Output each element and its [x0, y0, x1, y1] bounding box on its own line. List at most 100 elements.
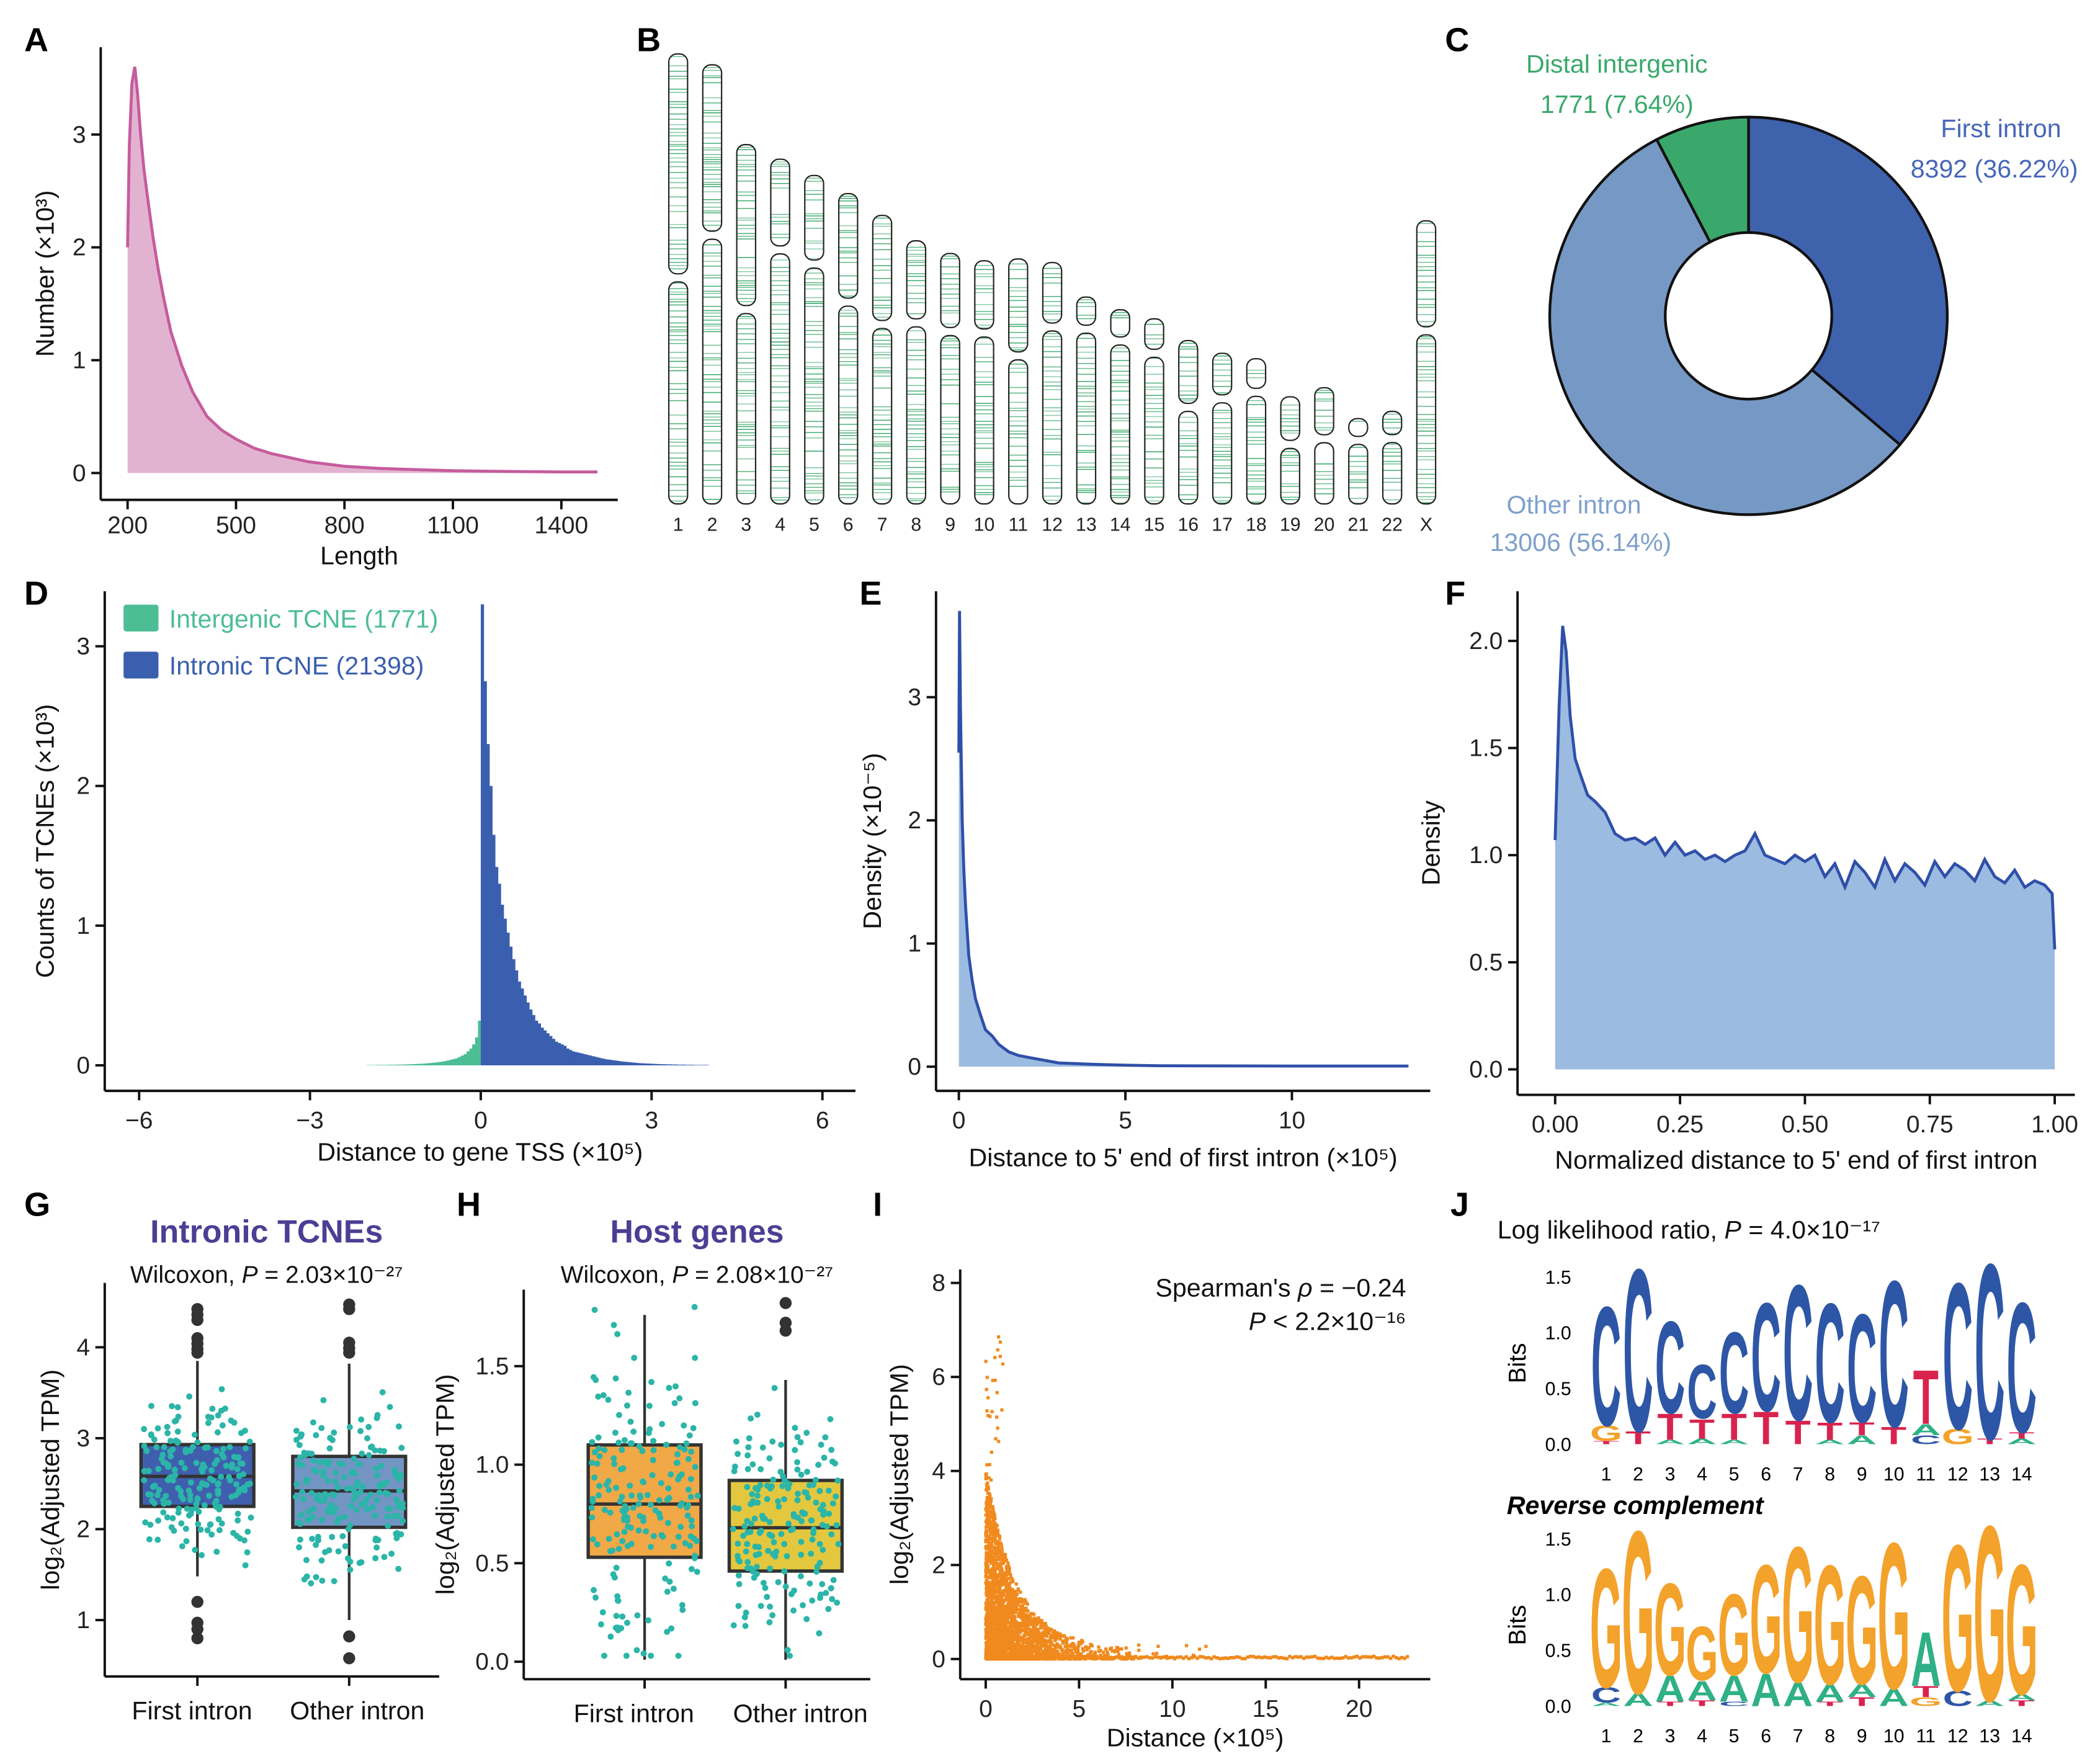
scatter-point — [1059, 1645, 1063, 1649]
scatter-point — [1117, 1656, 1121, 1660]
jitter-point — [812, 1477, 819, 1484]
scatter-point — [1034, 1633, 1038, 1637]
jitter-point — [386, 1404, 393, 1410]
jitter-point — [172, 1472, 179, 1479]
scatter-point — [1035, 1619, 1039, 1623]
scatter-point — [1064, 1649, 1068, 1652]
histogram-bar — [486, 744, 490, 1065]
p-arm — [1008, 258, 1029, 353]
scatter-point — [1212, 1655, 1216, 1659]
jitter-point — [675, 1533, 682, 1540]
histogram-bar — [663, 1064, 666, 1065]
scatter-point — [1115, 1645, 1119, 1649]
jitter-point — [164, 1430, 171, 1436]
jitter-point — [351, 1455, 357, 1462]
jitter-point — [195, 1508, 202, 1515]
scatter-point — [1043, 1639, 1047, 1642]
jitter-point — [357, 1489, 364, 1495]
jitter-point — [334, 1484, 341, 1491]
scatter-point — [1026, 1609, 1030, 1613]
scatter-point — [1327, 1656, 1331, 1660]
scatter-point — [1006, 1644, 1010, 1647]
scatter-point — [1035, 1651, 1039, 1655]
scatter-point — [1006, 1631, 1010, 1634]
scatter-point — [1077, 1641, 1081, 1644]
scatter-point — [1020, 1600, 1024, 1604]
y-tick-label: 3 — [908, 684, 921, 711]
scatter-point — [1190, 1655, 1194, 1660]
scatter-point — [1117, 1652, 1121, 1657]
x-category-label: Other intron — [733, 1699, 868, 1728]
jitter-point — [829, 1500, 836, 1507]
scatter-point — [996, 1648, 1000, 1652]
scatter-point — [985, 1559, 989, 1563]
scatter-point — [1377, 1656, 1382, 1660]
scatter-point — [1033, 1625, 1037, 1629]
scatter-point — [1040, 1619, 1043, 1623]
chromosome-11: 11 — [1008, 258, 1029, 535]
scatter-point — [1091, 1657, 1096, 1661]
tcne-bands — [872, 215, 892, 504]
jitter-point — [610, 1571, 617, 1578]
jitter-point — [373, 1497, 380, 1503]
chromosome-label: 22 — [1382, 514, 1403, 535]
scatter-point — [1004, 1605, 1008, 1609]
scatter-point — [989, 1450, 993, 1454]
scatter-point — [1025, 1644, 1029, 1648]
jitter-point — [226, 1444, 233, 1451]
outlier-point — [343, 1346, 355, 1359]
scatter-point — [1082, 1649, 1086, 1653]
jitter-point — [248, 1514, 254, 1521]
jitter-point — [826, 1510, 833, 1517]
jitter-point — [662, 1575, 669, 1582]
jitter-point — [772, 1553, 779, 1560]
scatter-point — [988, 1526, 992, 1529]
scatter-point — [1007, 1614, 1011, 1618]
legend-swatch — [123, 604, 159, 632]
scatter-point — [1039, 1645, 1043, 1649]
scatter-point — [1003, 1607, 1006, 1611]
jitter-point — [179, 1543, 185, 1550]
histogram-bar — [600, 1058, 604, 1065]
scatter-point — [1009, 1580, 1012, 1584]
x-axis-label: Distance to gene TSS (×10⁵) — [317, 1138, 643, 1166]
jitter-point — [219, 1422, 226, 1429]
scatter-point — [1021, 1642, 1025, 1646]
scatter-point — [1215, 1656, 1219, 1660]
jitter-point — [672, 1383, 679, 1390]
scatter-point — [1007, 1601, 1011, 1605]
jitter-point — [605, 1487, 612, 1493]
scatter-point — [1006, 1645, 1009, 1650]
scatter-point — [1137, 1656, 1141, 1660]
jitter-point — [246, 1438, 253, 1445]
scatter-point — [1021, 1614, 1024, 1618]
scatter-point — [996, 1612, 999, 1616]
scatter-point — [1044, 1642, 1048, 1645]
jitter-point — [794, 1497, 801, 1503]
outlier-point — [191, 1632, 203, 1645]
scatter-point — [1251, 1655, 1256, 1659]
y-tick-label: 1 — [908, 931, 921, 957]
x-tick-label: 1.00 — [2031, 1111, 2078, 1138]
jitter-point — [213, 1457, 220, 1464]
jitter-point — [241, 1428, 248, 1435]
jitter-point — [227, 1477, 234, 1484]
scatter-point — [991, 1569, 994, 1573]
jitter-point — [199, 1552, 205, 1559]
scatter-point — [1055, 1655, 1060, 1659]
jitter-point — [359, 1450, 365, 1457]
jitter-point — [785, 1485, 792, 1492]
scatter-point — [1388, 1656, 1393, 1660]
jitter-point — [299, 1462, 306, 1469]
jitter-point — [752, 1543, 759, 1550]
jitter-point — [164, 1514, 171, 1521]
scatter-point — [1092, 1652, 1096, 1656]
annotation-part: P — [1249, 1307, 1266, 1335]
scatter-point — [1011, 1578, 1014, 1582]
jitter-point — [790, 1587, 797, 1594]
scatter-point — [1099, 1649, 1102, 1652]
scatter-point — [1019, 1645, 1022, 1650]
jitter-point — [400, 1500, 406, 1507]
histogram-bar — [586, 1055, 590, 1065]
jitter-point — [813, 1499, 820, 1506]
